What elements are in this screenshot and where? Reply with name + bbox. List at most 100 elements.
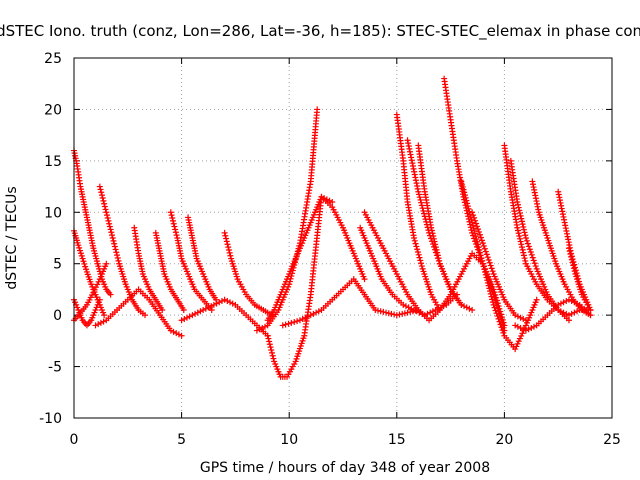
data-point — [407, 308, 414, 315]
data-point — [513, 343, 520, 350]
data-point — [530, 257, 537, 264]
data-point — [427, 309, 434, 316]
data-point — [267, 344, 274, 351]
data-point — [525, 243, 532, 250]
y-tick-label: 20 — [44, 102, 62, 118]
data-point — [419, 205, 426, 212]
data-point — [107, 291, 114, 298]
data-point — [168, 212, 175, 219]
data-point — [569, 259, 576, 266]
data-point — [313, 309, 320, 316]
data-point — [266, 338, 273, 345]
data-point — [108, 229, 115, 236]
y-tick-label: 0 — [53, 308, 62, 324]
data-point — [532, 263, 539, 270]
data-point — [173, 232, 180, 239]
data-point — [531, 260, 538, 267]
data-point — [514, 313, 521, 320]
data-point — [180, 307, 187, 313]
data-point — [189, 312, 196, 319]
data-point — [514, 227, 521, 234]
data-point — [488, 293, 495, 300]
data-point — [518, 218, 525, 225]
data-point — [474, 223, 481, 230]
data-point — [411, 237, 418, 244]
data-point — [472, 233, 479, 240]
data-point — [499, 327, 506, 334]
data-point — [314, 106, 321, 113]
data-point — [225, 247, 232, 253]
data-point — [171, 223, 178, 230]
data-point — [514, 201, 521, 208]
data-point — [475, 228, 482, 235]
data-point — [329, 199, 336, 205]
data-point — [415, 188, 422, 195]
data-point — [469, 222, 476, 229]
data-point — [107, 226, 114, 233]
data-point — [484, 277, 491, 284]
data-point — [483, 251, 490, 258]
data-point — [466, 305, 473, 312]
data-point — [516, 233, 523, 240]
data-point — [500, 329, 507, 336]
y-tick-label: 15 — [44, 154, 62, 170]
data-point — [489, 299, 496, 306]
data-point — [432, 241, 439, 248]
data-point — [477, 249, 484, 256]
data-point — [516, 235, 523, 242]
data-point — [463, 197, 470, 204]
data-point — [77, 247, 84, 254]
data-point — [474, 241, 481, 248]
data-point — [587, 312, 594, 319]
data-point — [173, 330, 180, 337]
data-point — [377, 308, 384, 315]
data-point — [483, 274, 490, 281]
data-point — [519, 330, 526, 337]
x-axis-label: GPS time / hours of day 348 of year 2008 — [200, 460, 490, 476]
data-point — [571, 268, 578, 275]
data-point — [571, 309, 578, 316]
data-point — [533, 296, 540, 303]
x-tick-label: 20 — [495, 432, 513, 448]
data-point — [202, 305, 209, 312]
data-point — [514, 224, 521, 231]
data-point — [96, 183, 103, 190]
data-point — [568, 298, 575, 304]
data-point — [412, 240, 419, 247]
data-point — [459, 183, 466, 190]
data-point — [94, 281, 101, 288]
data-point — [103, 209, 110, 216]
data-point — [494, 313, 501, 320]
data-point — [464, 203, 471, 210]
data-point — [520, 316, 527, 322]
data-point — [524, 240, 531, 247]
data-point — [476, 247, 483, 253]
data-point — [514, 199, 521, 205]
data-point — [380, 308, 387, 315]
data-point — [587, 307, 594, 313]
data-point — [490, 301, 497, 308]
data-point — [458, 178, 465, 185]
data-point — [476, 231, 483, 238]
data-point — [393, 312, 400, 319]
data-point — [81, 260, 88, 267]
data-point — [101, 203, 108, 210]
data-point — [461, 303, 468, 310]
data-point — [517, 325, 524, 331]
data-point — [391, 311, 398, 318]
data-point — [91, 286, 98, 293]
data-point — [487, 288, 494, 295]
data-point — [570, 262, 577, 269]
data-point — [92, 322, 99, 329]
data-point — [416, 191, 423, 198]
data-point — [178, 332, 185, 339]
data-point — [194, 309, 201, 316]
data-point — [78, 252, 85, 259]
data-point — [530, 323, 537, 330]
data-point — [227, 252, 234, 259]
data-point — [104, 215, 111, 221]
data-point — [565, 296, 572, 303]
data-point — [432, 244, 439, 251]
data-point — [520, 226, 527, 233]
data-point — [167, 327, 174, 334]
